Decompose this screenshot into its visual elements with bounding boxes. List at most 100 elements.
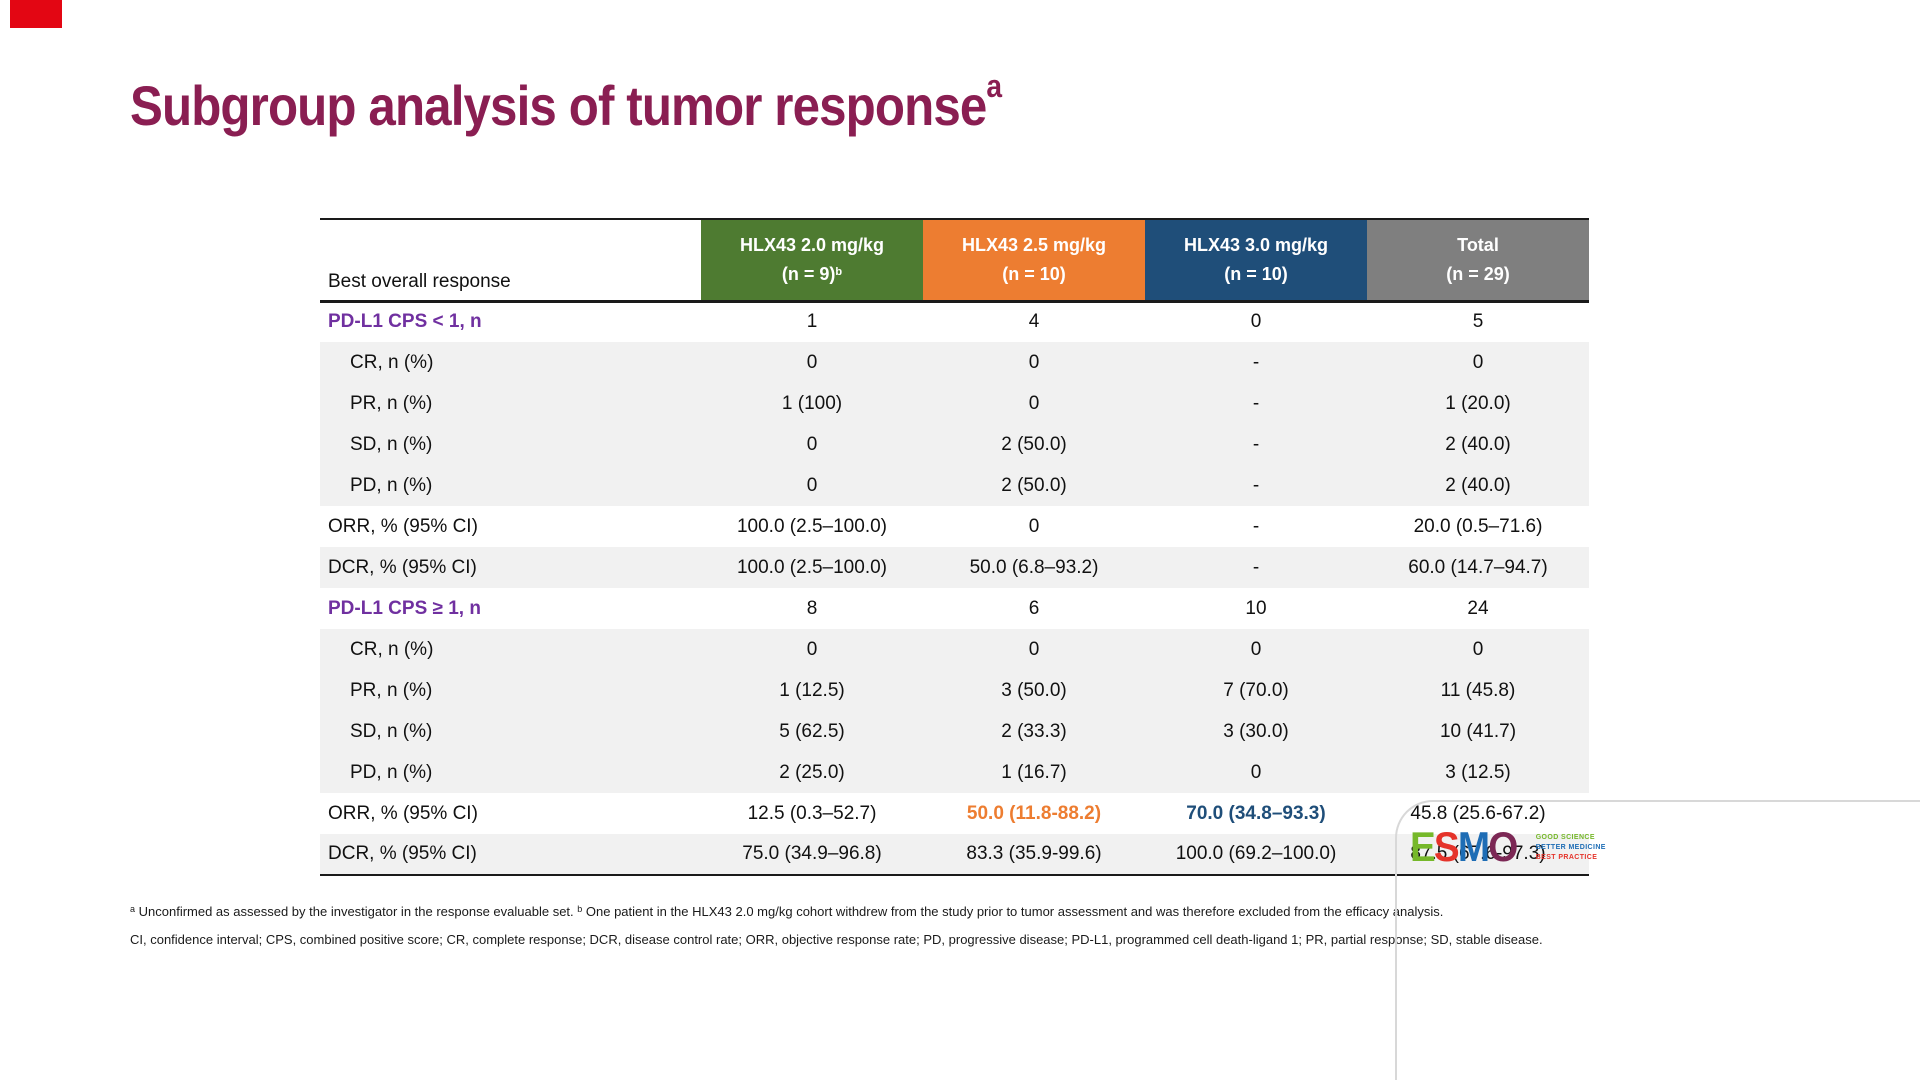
value-cell: 0 <box>701 342 923 383</box>
value-cell: 24 <box>1367 588 1589 629</box>
value-cell: 50.0 (11.8-88.2) <box>923 793 1145 834</box>
table-row: DCR, % (95% CI) 75.0 (34.9–96.8) 83.3 (35.… <box>320 834 1589 875</box>
value-cell: 7 (70.0) <box>1145 670 1367 711</box>
value-cell: - <box>1145 342 1367 383</box>
esmo-logo: ESMO GOOD SCIENCE BETTER MEDICINE BEST PRA… <box>1410 826 1606 868</box>
esmo-letter: M <box>1457 823 1490 870</box>
esmo-tagline: GOOD SCIENCE BETTER MEDICINE BEST PRACTICE <box>1536 834 1606 861</box>
footnotes: a Unconfirmed as assessed by the investi… <box>130 902 1810 960</box>
value-cell: - <box>1145 506 1367 547</box>
footnote-2: CI, confidence interval; CPS, combined p… <box>130 932 1543 947</box>
value-cell: - <box>1145 465 1367 506</box>
title-superscript: a <box>986 68 1002 104</box>
column-title: HLX43 2.5 mg/kg <box>961 235 1107 256</box>
table-row: CR, n (%) 0 0 0 0 <box>320 629 1589 670</box>
value-cell: 2 (25.0) <box>701 752 923 793</box>
esmo-tagline-line: GOOD SCIENCE <box>1535 833 1595 841</box>
value-cell: 4 <box>923 301 1145 342</box>
esmo-letter: S <box>1433 823 1460 870</box>
title-text: Subgroup analysis of tumor response <box>130 74 987 137</box>
column-n: (n = 9)b <box>701 265 923 283</box>
value-cell: 0 <box>923 342 1145 383</box>
esmo-letter: O <box>1488 823 1518 870</box>
value-cell: - <box>1145 547 1367 588</box>
value-cell: 5 (62.5) <box>701 711 923 752</box>
value-cell: 100.0 (2.5–100.0) <box>701 506 923 547</box>
value-cell: 50.0 (6.8–93.2) <box>923 547 1145 588</box>
response-table: Best overall response HLX43 2.0 mg/kg (n… <box>320 218 1589 876</box>
value-cell: 10 <box>1145 588 1367 629</box>
n-label: (n = 29) <box>1446 264 1510 285</box>
value-cell: 8 <box>701 588 923 629</box>
column-header-hlx43-2-0: HLX43 2.0 mg/kg (n = 9)b <box>701 219 923 301</box>
value-cell: - <box>1145 424 1367 465</box>
table-row: PD, n (%) 2 (25.0) 1 (16.7) 0 3 (12.5) <box>320 752 1589 793</box>
subgroup-table: Best overall response HLX43 2.0 mg/kg (n… <box>320 218 1589 876</box>
table-row: PR, n (%) 1 (12.5) 3 (50.0) 7 (70.0) 11 (45.… <box>320 670 1589 711</box>
value-cell: 0 <box>1145 629 1367 670</box>
row-label: PD, n (%) <box>320 752 701 793</box>
column-title: HLX43 2.0 mg/kg <box>739 235 885 256</box>
value-cell: 1 (100) <box>701 383 923 424</box>
value-cell: 2 (33.3) <box>923 711 1145 752</box>
column-n: (n = 10) <box>923 265 1145 283</box>
column-header-total: Total (n = 29) <box>1367 219 1589 301</box>
value-cell: 5 <box>1367 301 1589 342</box>
esmo-letter: E <box>1410 823 1436 870</box>
header-row: Best overall response HLX43 2.0 mg/kg (n… <box>320 219 1589 301</box>
value-cell: 0 <box>701 424 923 465</box>
value-cell: 0 <box>701 629 923 670</box>
row-label: SD, n (%) <box>320 424 701 465</box>
table-row: PD, n (%) 0 2 (50.0) -2 (40.0) <box>320 465 1589 506</box>
row-label: ORR, % (95% CI) <box>320 506 701 547</box>
footnote-1: a Unconfirmed as assessed by the investi… <box>130 902 1810 919</box>
value-cell: 1 (12.5) <box>701 670 923 711</box>
value-cell: 0 <box>1367 342 1589 383</box>
row-label: DCR, % (95% CI) <box>320 834 701 875</box>
value-cell: 83.3 (35.9-99.6) <box>923 834 1145 875</box>
row-label: DCR, % (95% CI) <box>320 547 701 588</box>
column-header-hlx43-3-0: HLX43 3.0 mg/kg (n = 10) <box>1145 219 1367 301</box>
value-cell: 0 <box>923 383 1145 424</box>
value-cell: 75.0 (34.9–96.8) <box>701 834 923 875</box>
n-label: (n = 10) <box>1002 264 1066 285</box>
footnote-text-a: Unconfirmed as assessed by the investiga… <box>135 904 578 919</box>
footnote-sup-b: b <box>577 904 583 914</box>
table-row: ORR, % (95% CI) 12.5 (0.3–52.7) 50.0 (11.8… <box>320 793 1589 834</box>
value-cell: 3 (50.0) <box>923 670 1145 711</box>
value-cell: 1 <box>701 301 923 342</box>
value-cell: 0 <box>923 629 1145 670</box>
esmo-tagline-line: BETTER MEDICINE <box>1535 843 1606 851</box>
value-cell: 3 (30.0) <box>1145 711 1367 752</box>
value-cell: 70.0 (34.8–93.3) <box>1145 793 1367 834</box>
value-cell: 3 (12.5) <box>1367 752 1589 793</box>
value-cell: 100.0 (2.5–100.0) <box>701 547 923 588</box>
row-label: ORR, % (95% CI) <box>320 793 701 834</box>
esmo-logo-word: ESMO <box>1410 823 1518 870</box>
template-corner-line <box>1395 800 1920 1080</box>
value-cell: 2 (40.0) <box>1367 465 1589 506</box>
value-cell: 2 (40.0) <box>1367 424 1589 465</box>
n-label: (n = 9) <box>781 264 836 285</box>
row-label: PD, n (%) <box>320 465 701 506</box>
table-header: Best overall response HLX43 2.0 mg/kg (n… <box>320 219 1589 301</box>
value-cell: - <box>1145 383 1367 424</box>
table-row: PR, n (%) 1 (100) 0-1 (20.0) <box>320 383 1589 424</box>
value-cell: 11 (45.8) <box>1367 670 1589 711</box>
row-label: PD-L1 CPS < 1, n <box>320 301 701 342</box>
row-label: PR, n (%) <box>320 670 701 711</box>
n-label: (n = 10) <box>1224 264 1288 285</box>
table-row: SD, n (%) 5 (62.5) 2 (33.3) 3 (30.0) 10 (41.… <box>320 711 1589 752</box>
table-row: SD, n (%) 0 2 (50.0) -2 (40.0) <box>320 424 1589 465</box>
value-cell: 0 <box>701 465 923 506</box>
value-cell: 1 (20.0) <box>1367 383 1589 424</box>
esmo-tagline-line: BEST PRACTICE <box>1535 853 1598 861</box>
row-label: PR, n (%) <box>320 383 701 424</box>
value-cell: 0 <box>923 506 1145 547</box>
row-header-label: Best overall response <box>320 219 701 301</box>
value-cell: 0 <box>1367 629 1589 670</box>
value-cell: 2 (50.0) <box>923 424 1145 465</box>
column-n: (n = 29) <box>1367 265 1589 283</box>
value-cell: 100.0 (69.2–100.0) <box>1145 834 1367 875</box>
row-label: CR, n (%) <box>320 342 701 383</box>
